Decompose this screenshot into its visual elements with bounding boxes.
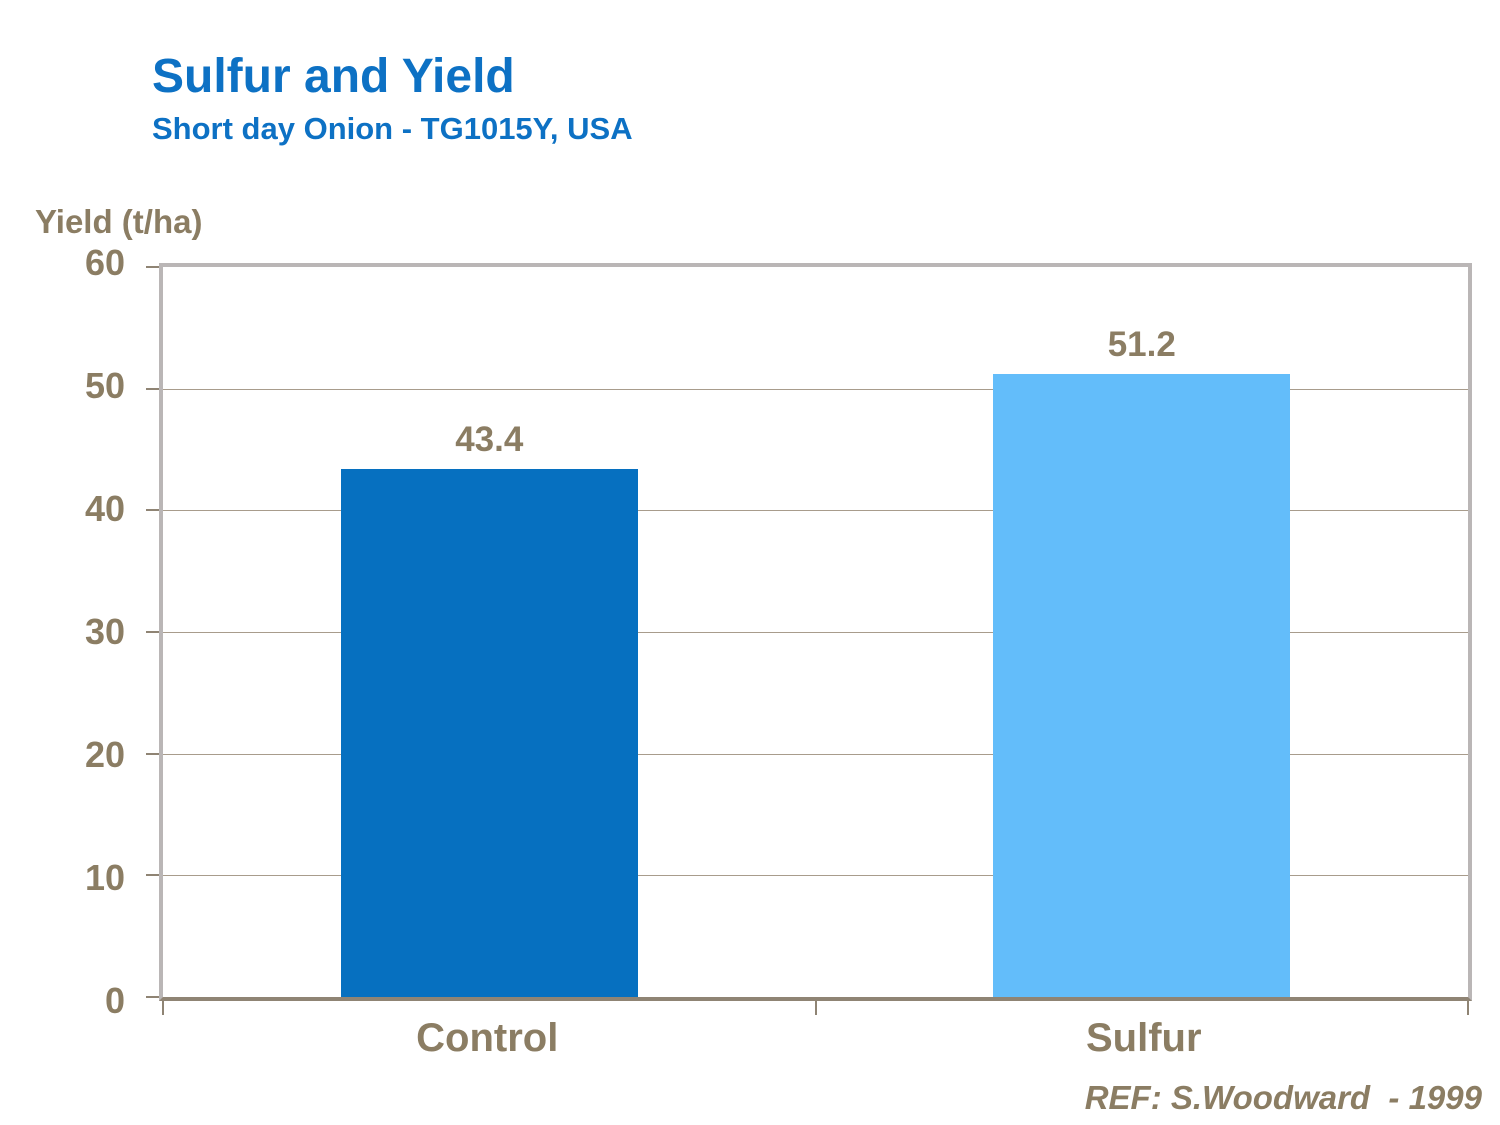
gridline-30 — [163, 632, 1468, 633]
bar-value-label-sulfur: 51.2 — [1107, 325, 1176, 365]
y-axis-tick — [146, 509, 159, 512]
y-axis-tick — [146, 996, 159, 998]
bar-group-sulfur: 51.2 — [993, 267, 1291, 997]
reference-text: REF: S.Woodward - 1999 — [1084, 1079, 1482, 1116]
bar-control — [340, 468, 638, 997]
bar-group-control: 43.4 — [340, 267, 638, 997]
chart-title: Sulfur and Yield — [152, 50, 515, 103]
y-axis-tick — [146, 266, 159, 268]
y-tick-label-40: 40 — [84, 488, 125, 529]
chart-subtitle: Short day Onion - TG1015Y, USA — [152, 110, 633, 146]
y-tick-label-50: 50 — [84, 365, 125, 406]
bar-sulfur — [993, 374, 1291, 997]
y-tick-label-30: 30 — [84, 611, 125, 652]
y-tick-label-60: 60 — [84, 242, 125, 283]
chart-header: Sulfur and Yield Short day Onion - TG101… — [152, 50, 633, 146]
category-label-control: Control — [416, 1016, 559, 1060]
y-axis-tick-labels: 60 50 40 30 20 10 0 — [30, 242, 125, 1021]
x-axis-tick — [162, 1001, 164, 1015]
category-label-sulfur: Sulfur — [1085, 1016, 1202, 1060]
gridline-50 — [163, 388, 1468, 390]
y-axis-tick — [146, 387, 159, 390]
gridline-40 — [163, 510, 1468, 512]
bar-value-label-control: 43.4 — [455, 419, 524, 459]
x-axis-tick — [814, 1001, 817, 1015]
y-axis-tick — [146, 752, 159, 755]
y-axis-tick — [146, 631, 159, 633]
y-tick-label-0: 0 — [104, 980, 125, 1021]
x-axis-tick — [1467, 1001, 1469, 1015]
y-axis-tick — [146, 874, 159, 877]
y-tick-label-10: 10 — [84, 857, 125, 898]
x-axis-category-labels: Control Sulfur — [159, 1016, 1472, 1066]
y-tick-label-20: 20 — [84, 734, 125, 775]
gridline-10 — [163, 875, 1468, 877]
plot-area: 43.4 51.2 — [146, 263, 1472, 1015]
y-axis-title: Yield (t/ha) — [35, 203, 203, 240]
gridline-20 — [163, 753, 1468, 755]
